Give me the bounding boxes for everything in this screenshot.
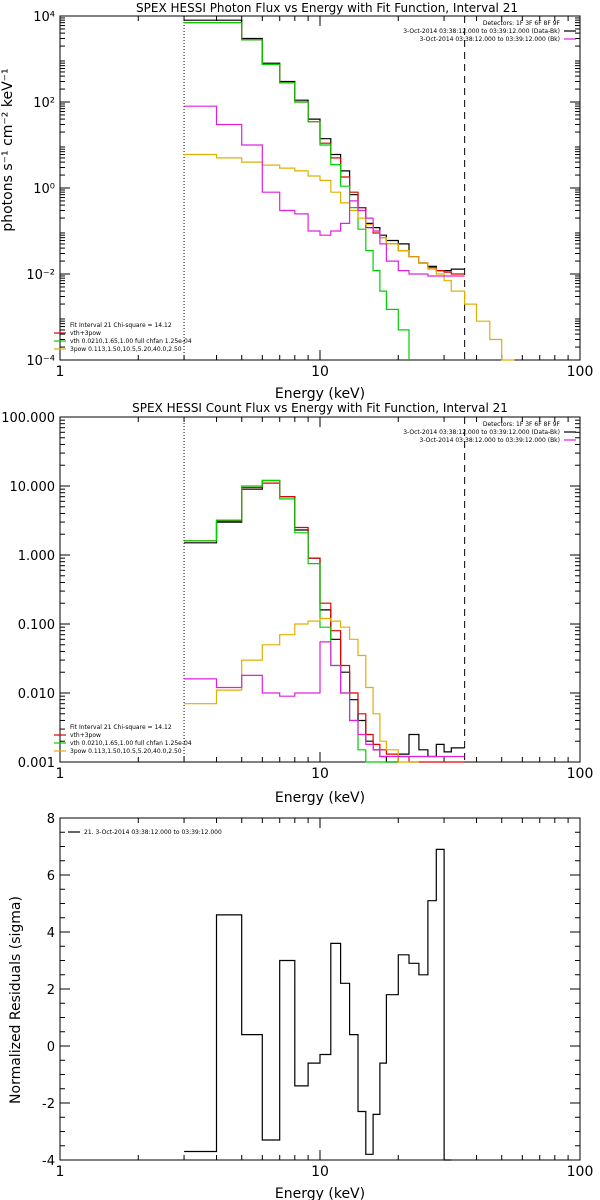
count-flux-series [183, 417, 466, 763]
count-flux-xlabel: Energy (keV) [275, 790, 365, 806]
residuals-x-tick-label: 10 [311, 1164, 329, 1180]
photon-flux-axes: 1 10 100 10⁻⁴ 10⁻² 10⁰ 10² 10⁴ [26, 10, 593, 380]
residuals-y-tick-label: -4 [42, 1154, 55, 1169]
residuals-y-tick-label: 2 [47, 983, 55, 998]
count-flux-legend-text: vth+3pow [70, 732, 101, 739]
count-flux-y-tick-label: 0.010 [18, 687, 55, 702]
photon-flux-legend-text: vth 0.0210,1.65,1.00 full chfan 1.25e-04 [70, 338, 192, 345]
count-flux-legend-text: 3-Oct-2014 03:38:12.000 to 03:39:12.000 … [420, 437, 561, 444]
photon-flux-panel: SPEX HESSI Photon Flux vs Energy with Fi… [0, 1, 593, 402]
count-flux-y-tick-label: 0.001 [18, 756, 55, 771]
residuals-x-tick-label: 100 [567, 1164, 594, 1180]
count-flux-y-tick-label: 0.100 [18, 618, 55, 633]
photon-flux-plot-frame [59, 15, 581, 361]
residuals-y-tick-label: 4 [47, 926, 55, 941]
count-flux-x-tick-label: 100 [567, 766, 594, 782]
count-flux-x-tick-label: 10 [311, 766, 329, 782]
residuals-ylabel: Normalized Residuals (sigma) [8, 896, 24, 1104]
count-flux-x-tick-label: 1 [56, 766, 65, 782]
residuals-plot-frame [59, 817, 581, 1161]
count-flux-legend-text: 3pow 0.113,1.50,10.5,5.20,40.0,2.50 [70, 748, 182, 755]
photon-flux-y-tick-label: 10⁴ [33, 10, 55, 25]
photon-flux-x-tick-label: 10 [311, 364, 329, 380]
count-flux-y-tick-label: 10.000 [10, 480, 56, 495]
photon-flux-y-tick-label: 10⁻⁴ [26, 354, 55, 369]
photon-flux-series [183, 16, 515, 361]
count-flux-legend: Detectors: 1F 3F 6F 8F 9F3-Oct-2014 03:3… [54, 421, 576, 755]
count-flux-legend-text: Fit Interval 21 Chi-square = 14.12 [70, 724, 172, 731]
residuals-panel: Energy (keV) Normalized Residuals (sigma… [8, 812, 593, 1200]
count-flux-legend-text: vth 0.0210,1.65,1.00 full chfan 1.25e-04 [70, 740, 192, 747]
count-flux-series-3 [184, 617, 419, 763]
count-flux-series-0 [184, 479, 465, 763]
count-flux-series-2 [184, 479, 399, 763]
photon-flux-legend: Detectors: 1F 3F 6F 8F 9F3-Oct-2014 03:3… [54, 20, 576, 353]
photon-flux-legend-text: 3-Oct-2014 03:38:12.000 to 03:39:12.000 … [420, 36, 561, 43]
count-flux-series-4 [184, 641, 465, 758]
count-flux-y-tick-label: 1.000 [18, 549, 55, 564]
residuals-x-tick-label: 1 [56, 1164, 65, 1180]
residuals-y-tick-label: -2 [42, 1097, 55, 1112]
photon-flux-xlabel: Energy (keV) [275, 386, 365, 402]
residuals-y-tick-label: 0 [47, 1040, 55, 1055]
photon-flux-legend-text: Detectors: 1F 3F 6F 8F 9F [483, 20, 561, 27]
residuals-axes: 1 10 100 -4 -2 0 2 4 6 8 [42, 812, 593, 1180]
photon-flux-legend-text: Fit Interval 21 Chi-square = 14.12 [70, 322, 172, 329]
photon-flux-ylabel: photons s⁻¹ cm⁻² keV⁻¹ [0, 68, 16, 231]
photon-flux-legend-text: 3-Oct-2014 03:38:12.000 to 03:39:12.000 … [403, 28, 560, 35]
count-flux-legend-text: Detectors: 1F 3F 6F 8F 9F [483, 421, 561, 428]
count-flux-series-1 [184, 482, 465, 763]
photon-flux-series-2 [184, 22, 410, 360]
residuals-y-tick-label: 8 [47, 812, 55, 827]
count-flux-axes: 1 10 100 0.001 0.010 0.100 1.000 10.000 100.000 [1, 411, 593, 782]
photon-flux-legend-text: 3pow 0.113,1.50,10.5,5.20,40.0,2.50 [70, 346, 182, 353]
photon-flux-series-1 [184, 22, 465, 275]
photon-flux-legend-text: vth+3pow [70, 330, 101, 337]
residuals-series-0 [184, 848, 452, 1161]
residuals-legend-text: 21. 3-Oct-2014 03:38:12.000 to 03:39:12.… [84, 829, 222, 836]
photon-flux-title: SPEX HESSI Photon Flux vs Energy with Fi… [136, 1, 518, 15]
photon-flux-y-tick-label: 10² [33, 96, 55, 111]
count-flux-legend-text: 3-Oct-2014 03:38:12.000 to 03:39:12.000 … [403, 429, 560, 436]
count-flux-title: SPEX HESSI Count Flux vs Energy with Fit… [132, 401, 508, 415]
count-flux-y-tick-label: 100.000 [1, 411, 55, 426]
residuals-y-tick-label: 6 [47, 869, 55, 884]
photon-flux-x-tick-label: 1 [56, 364, 65, 380]
photon-flux-x-tick-label: 100 [567, 364, 594, 380]
photon-flux-y-tick-label: 10⁰ [33, 182, 55, 197]
residuals-xlabel: Energy (keV) [275, 1186, 365, 1200]
count-flux-panel: SPEX HESSI Count Flux vs Energy with Fit… [1, 401, 593, 806]
residuals-legend: 21. 3-Oct-2014 03:38:12.000 to 03:39:12.… [68, 829, 222, 836]
residuals-series [184, 848, 452, 1161]
photon-flux-series-4 [184, 105, 465, 277]
photon-flux-y-tick-label: 10⁻² [26, 268, 55, 283]
